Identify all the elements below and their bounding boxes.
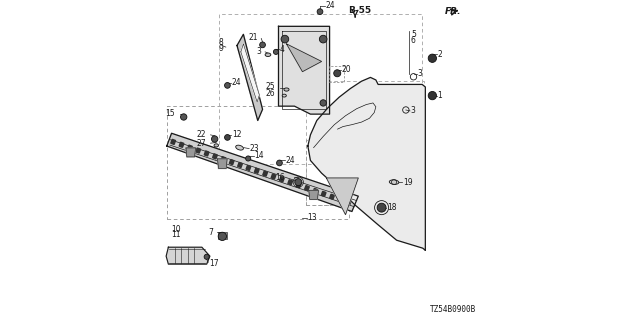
Polygon shape xyxy=(330,194,334,199)
Text: 26: 26 xyxy=(266,89,275,98)
Polygon shape xyxy=(196,148,200,153)
Circle shape xyxy=(225,134,230,140)
Circle shape xyxy=(225,83,230,88)
Text: 24: 24 xyxy=(325,1,335,10)
Text: 9: 9 xyxy=(218,44,223,52)
Text: 25: 25 xyxy=(266,83,275,92)
Text: 3: 3 xyxy=(257,47,261,56)
Text: 19: 19 xyxy=(403,178,413,187)
Circle shape xyxy=(218,232,227,241)
Polygon shape xyxy=(241,44,259,102)
Circle shape xyxy=(428,54,436,62)
Circle shape xyxy=(180,114,187,120)
Polygon shape xyxy=(305,186,309,191)
Polygon shape xyxy=(271,174,276,179)
Polygon shape xyxy=(246,165,251,171)
Text: 10: 10 xyxy=(171,226,180,235)
Polygon shape xyxy=(221,157,226,162)
Text: 2: 2 xyxy=(438,50,442,59)
Polygon shape xyxy=(255,168,259,173)
Polygon shape xyxy=(287,44,321,72)
Text: 13: 13 xyxy=(307,213,317,222)
Text: 22: 22 xyxy=(197,130,206,139)
Circle shape xyxy=(295,179,302,186)
Polygon shape xyxy=(313,188,317,194)
Polygon shape xyxy=(186,148,195,157)
Circle shape xyxy=(276,160,282,166)
Text: 21: 21 xyxy=(249,33,259,42)
Text: 1: 1 xyxy=(438,91,442,100)
Bar xyxy=(328,66,344,82)
Polygon shape xyxy=(309,190,319,199)
Polygon shape xyxy=(280,177,284,182)
Polygon shape xyxy=(263,171,268,176)
Polygon shape xyxy=(278,26,330,114)
Polygon shape xyxy=(321,191,326,196)
Circle shape xyxy=(281,35,289,43)
Text: 7: 7 xyxy=(208,228,213,237)
Polygon shape xyxy=(308,77,426,251)
Polygon shape xyxy=(237,34,262,121)
Text: 23: 23 xyxy=(250,144,259,153)
Polygon shape xyxy=(229,160,234,165)
Circle shape xyxy=(319,35,327,43)
Bar xyxy=(167,106,349,220)
Text: B-55: B-55 xyxy=(348,6,371,15)
Polygon shape xyxy=(188,145,192,150)
Text: 8: 8 xyxy=(218,38,223,47)
Polygon shape xyxy=(171,139,175,144)
Bar xyxy=(306,140,385,205)
Text: 24: 24 xyxy=(285,156,295,164)
Text: 3: 3 xyxy=(418,69,422,78)
Polygon shape xyxy=(338,197,343,202)
Polygon shape xyxy=(288,180,292,185)
Text: FR.: FR. xyxy=(445,7,461,16)
Bar xyxy=(306,81,424,205)
Text: 3: 3 xyxy=(411,107,415,116)
Polygon shape xyxy=(204,151,209,156)
Text: TZ54B0900B: TZ54B0900B xyxy=(430,305,476,314)
Polygon shape xyxy=(346,200,351,205)
Polygon shape xyxy=(166,247,210,264)
Text: 14: 14 xyxy=(254,151,264,160)
Circle shape xyxy=(320,100,326,106)
Circle shape xyxy=(260,42,266,48)
Text: 11: 11 xyxy=(171,230,180,239)
Circle shape xyxy=(333,70,340,77)
Circle shape xyxy=(246,156,251,161)
Text: 27: 27 xyxy=(196,139,206,148)
Text: 17: 17 xyxy=(209,259,218,268)
Polygon shape xyxy=(237,163,243,168)
Text: 12: 12 xyxy=(232,130,241,139)
Ellipse shape xyxy=(282,94,286,97)
Text: 20: 20 xyxy=(342,65,351,74)
Polygon shape xyxy=(167,133,358,212)
Text: 4: 4 xyxy=(279,45,284,54)
Circle shape xyxy=(204,254,209,259)
Circle shape xyxy=(428,92,436,100)
Polygon shape xyxy=(326,178,358,215)
Bar xyxy=(220,13,422,164)
Polygon shape xyxy=(296,183,301,188)
Text: 6: 6 xyxy=(411,36,416,45)
Polygon shape xyxy=(179,142,184,147)
Circle shape xyxy=(317,9,323,14)
FancyBboxPatch shape xyxy=(218,232,227,239)
Ellipse shape xyxy=(236,145,243,150)
Ellipse shape xyxy=(265,53,271,57)
Text: 16: 16 xyxy=(275,173,285,182)
Ellipse shape xyxy=(389,180,399,184)
Polygon shape xyxy=(218,159,227,168)
Circle shape xyxy=(273,49,278,54)
Ellipse shape xyxy=(214,144,218,147)
Ellipse shape xyxy=(284,88,289,91)
Text: 18: 18 xyxy=(387,203,397,212)
Circle shape xyxy=(211,136,218,142)
Circle shape xyxy=(377,203,386,212)
Text: 24: 24 xyxy=(232,78,241,87)
Polygon shape xyxy=(212,154,218,159)
Text: 5: 5 xyxy=(411,30,416,39)
Text: 15: 15 xyxy=(166,109,175,118)
